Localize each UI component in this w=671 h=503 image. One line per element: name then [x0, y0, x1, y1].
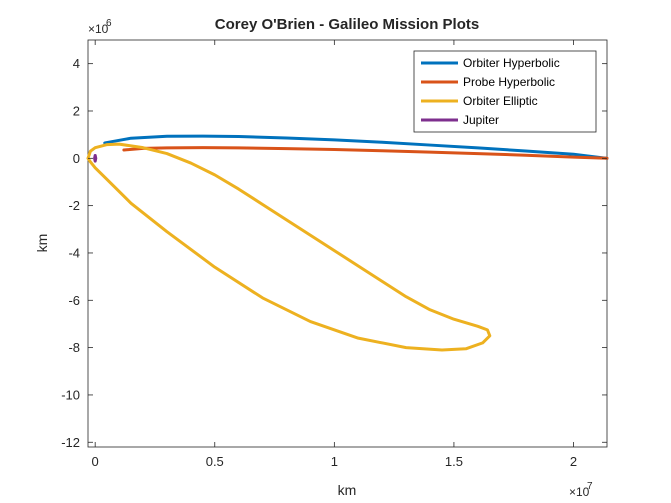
x-exponent-label: ×10 7 — [569, 481, 593, 499]
x-exponent-power: 7 — [587, 481, 593, 492]
y-tick-label: -6 — [68, 293, 80, 308]
series-line-jupiter — [93, 153, 98, 163]
x-tick-label: 0.5 — [206, 454, 224, 469]
x-axis-label: km — [338, 482, 357, 498]
x-tick-label: 2 — [570, 454, 577, 469]
y-tick-label: -8 — [68, 340, 80, 355]
y-tick-label: -10 — [61, 387, 80, 402]
chart-title: Corey O'Brien - Galileo Mission Plots — [215, 16, 479, 33]
series-line-orbiter-elliptic — [86, 142, 492, 352]
x-axis-ticks: 0 0.5 1 1.5 2 — [92, 40, 577, 469]
legend: Orbiter Hyperbolic Probe Hyperbolic Orbite… — [413, 50, 597, 133]
y-tick-label: -2 — [68, 198, 80, 213]
y-exponent-base: ×10 — [88, 22, 109, 36]
legend-label-jupiter: Jupiter — [463, 113, 499, 127]
legend-label-probe-hyperbolic: Probe Hyperbolic — [463, 75, 555, 89]
y-exponent-label: ×10 6 — [88, 18, 112, 36]
x-tick-label: 1 — [331, 454, 338, 469]
series-line-probe-hyperbolic — [122, 146, 609, 160]
series-line-orbiter-hyperbolic — [103, 134, 609, 160]
y-tick-label: 4 — [73, 56, 80, 71]
x-exponent-base: ×10 — [569, 485, 590, 499]
y-tick-label: 2 — [73, 103, 80, 118]
legend-label-orbiter-elliptic: Orbiter Elliptic — [463, 94, 538, 108]
legend-label-orbiter-hyperbolic: Orbiter Hyperbolic — [463, 56, 560, 70]
y-tick-label: 0 — [73, 151, 80, 166]
data-layer — [86, 134, 609, 352]
y-tick-label: -12 — [61, 435, 80, 450]
y-tick-label: -4 — [68, 245, 80, 260]
x-tick-label: 1.5 — [445, 454, 463, 469]
y-axis-label: km — [34, 234, 50, 253]
x-tick-label: 0 — [92, 454, 99, 469]
y-exponent-power: 6 — [106, 18, 112, 29]
y-axis-ticks: 4 2 0 -2 -4 -6 -8 -10 -12 — [61, 56, 607, 450]
